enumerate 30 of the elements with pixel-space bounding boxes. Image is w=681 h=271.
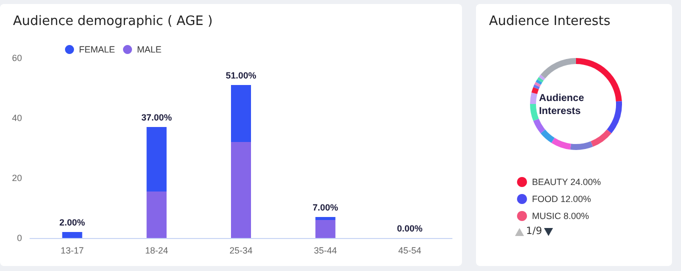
bar (315, 220, 336, 238)
legend-label: MUSIC 8.00% (532, 211, 590, 221)
x-tick-label: 18-24 (145, 246, 168, 256)
text: Audience Interests (489, 14, 611, 29)
total-label: 2.00% (59, 218, 85, 228)
legend-label: MALE (137, 44, 162, 54)
x-tick-label: 13-17 (60, 246, 84, 256)
x-tick-label: 45-54 (398, 246, 422, 256)
legend-label: FEMALE (79, 44, 116, 54)
chart-title: Audience demographic ( AGE ) (13, 14, 213, 29)
total-label: 37.00% (141, 112, 172, 122)
y-tick-label: 0 (16, 233, 22, 243)
bar (315, 217, 336, 220)
text: Audience Interests (539, 93, 587, 117)
x-tick-label: 25-34 (229, 246, 253, 256)
legend-label: BEAUTY 24.00% (532, 177, 601, 187)
y-tick-label: 20 (12, 173, 22, 183)
legend-label: FOOD 12.00% (532, 194, 592, 204)
total-label: 51.00% (226, 70, 256, 80)
total-label: 0.00% (397, 224, 423, 234)
text: 1/9 (526, 226, 542, 237)
y-tick-label: 60 (12, 53, 22, 63)
bar (146, 192, 167, 238)
bar (146, 127, 167, 192)
y-tick-label: 40 (12, 113, 22, 123)
bar (231, 142, 251, 238)
bar (62, 232, 82, 238)
x-tick-label: 35-44 (314, 246, 337, 256)
total-label: 7.00% (312, 202, 338, 212)
bar (231, 85, 251, 142)
